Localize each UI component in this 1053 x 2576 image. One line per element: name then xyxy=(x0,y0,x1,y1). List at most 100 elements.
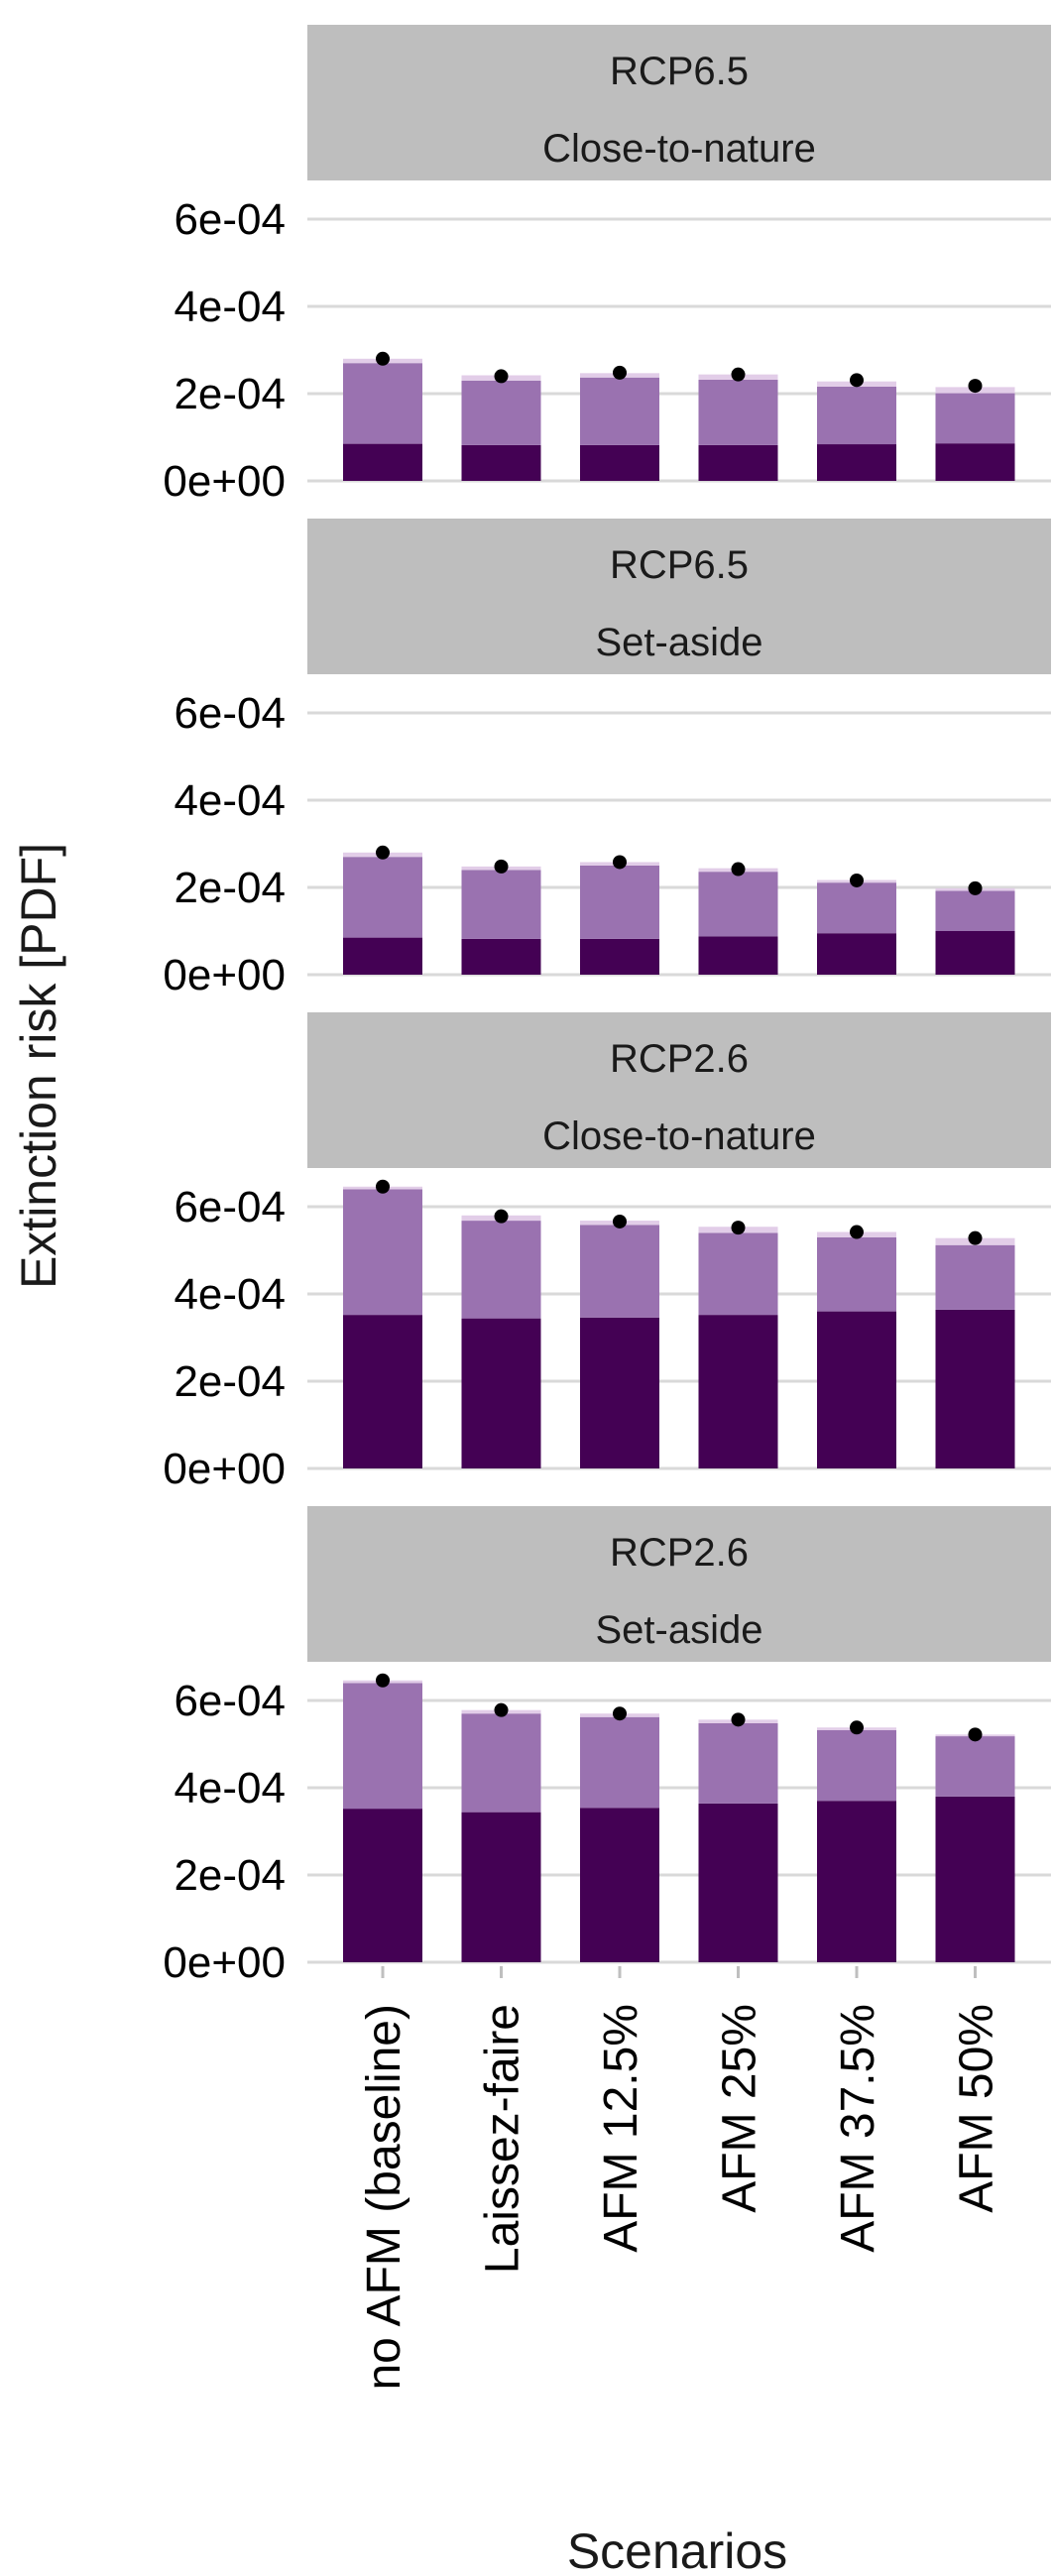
bar-bottom xyxy=(580,1808,659,1962)
y-tick-label: 6e-04 xyxy=(174,195,286,244)
data-point xyxy=(731,1712,746,1727)
data-point xyxy=(731,1221,746,1235)
bar-stack-2 xyxy=(461,375,541,481)
y-tick-label: 4e-04 xyxy=(174,1764,286,1813)
panel-strip xyxy=(307,25,1051,180)
data-point xyxy=(376,351,390,366)
bar-stack-1 xyxy=(343,358,422,481)
bar-middle xyxy=(935,1736,1015,1797)
bar-bottom xyxy=(461,1318,541,1468)
y-tick-label: 0e+00 xyxy=(163,1938,286,1987)
bar-stack-1 xyxy=(343,852,422,975)
x-axis: no AFM (baseline) Laissez-faire AFM 12.5% A… xyxy=(358,1966,1003,2391)
data-point xyxy=(850,873,864,887)
bar-middle xyxy=(817,386,896,445)
x-tick-label: AFM 37.5% xyxy=(832,2004,884,2253)
bar-stack-2 xyxy=(461,1215,541,1468)
x-axis-title: Scenarios xyxy=(567,2523,787,2576)
panel-2: RCP6.5 Set-aside 0e+00 2e-04 4e-04 6e-04 xyxy=(163,519,1051,999)
bar-bottom xyxy=(343,1809,422,1962)
strip-label-1: RCP6.5 xyxy=(610,50,749,93)
bar-middle xyxy=(935,1244,1015,1310)
bar-middle xyxy=(698,1232,778,1316)
bar-middle xyxy=(343,1189,422,1316)
bar-middle xyxy=(343,857,422,938)
bar-middle xyxy=(461,870,541,939)
bar-stack-3 xyxy=(580,862,659,975)
bar-middle xyxy=(698,872,778,937)
bar-bottom xyxy=(698,936,778,975)
bar-middle xyxy=(580,1716,659,1809)
data-point xyxy=(494,1702,509,1717)
bar-stack-5 xyxy=(817,381,896,481)
bar-bottom xyxy=(698,1315,778,1468)
bar-bottom xyxy=(935,443,1015,481)
data-point xyxy=(968,880,983,895)
y-tick-label: 6e-04 xyxy=(174,689,286,738)
bar-stack-2 xyxy=(461,866,541,975)
bar-middle xyxy=(935,890,1015,931)
bar-stack-4 xyxy=(698,1227,778,1468)
x-tick-label: AFM 12.5% xyxy=(595,2004,647,2253)
bar-bottom xyxy=(343,443,422,481)
bar-bottom xyxy=(935,1309,1015,1468)
data-point xyxy=(968,1230,983,1245)
y-axis-title: Extinction risk [PDF] xyxy=(11,843,66,1289)
bar-bottom xyxy=(935,931,1015,975)
y-tick-label: 0e+00 xyxy=(163,457,286,506)
x-tick-label: AFM 25% xyxy=(714,2004,766,2213)
data-point xyxy=(613,855,627,870)
data-point xyxy=(850,1720,864,1735)
bar-stack-2 xyxy=(461,1709,541,1962)
bar-middle xyxy=(698,379,778,445)
strip-label-2: Close-to-nature xyxy=(542,1114,816,1158)
bar-stack-5 xyxy=(817,1727,896,1962)
y-tick-label: 0e+00 xyxy=(163,1445,286,1493)
data-point xyxy=(494,369,509,384)
strip-label-2: Close-to-nature xyxy=(542,127,816,171)
bar-bottom xyxy=(817,444,896,481)
data-point xyxy=(494,1209,509,1224)
bar-bottom xyxy=(698,444,778,481)
data-point xyxy=(731,862,746,877)
data-point xyxy=(376,845,390,860)
bar-bottom xyxy=(580,444,659,481)
bar-stack-6 xyxy=(935,887,1015,975)
data-point xyxy=(968,1727,983,1742)
y-tick-label: 4e-04 xyxy=(174,1270,286,1319)
y-tick-label: 2e-04 xyxy=(174,370,286,418)
data-point xyxy=(850,373,864,388)
panel-strip xyxy=(307,1012,1051,1168)
bar-bottom xyxy=(343,1315,422,1468)
bar-bottom xyxy=(461,444,541,481)
y-tick-label: 2e-04 xyxy=(174,1357,286,1406)
y-tick-label: 4e-04 xyxy=(174,283,286,331)
data-point xyxy=(376,1179,390,1194)
panel-strip xyxy=(307,519,1051,674)
strip-label-1: RCP6.5 xyxy=(610,543,749,587)
bar-bottom xyxy=(935,1796,1015,1962)
bar-middle xyxy=(461,1221,541,1319)
x-tick-label: Laissez-faire xyxy=(477,2004,529,2274)
bar-stack-1 xyxy=(343,1680,422,1962)
panel-3: RCP2.6 Close-to-nature 0e+00 2e-04 4e-04 6e-0… xyxy=(163,1012,1051,1493)
data-point xyxy=(613,1706,627,1721)
bar-stack-6 xyxy=(935,387,1015,481)
bar-stack-3 xyxy=(580,1221,659,1468)
bar-bottom xyxy=(698,1803,778,1962)
data-point xyxy=(613,365,627,380)
strip-label-1: RCP2.6 xyxy=(610,1037,749,1081)
bar-bottom xyxy=(580,938,659,975)
bar-bottom xyxy=(343,937,422,975)
y-tick-label: 0e+00 xyxy=(163,951,286,999)
bar-middle xyxy=(817,1236,896,1312)
bar-middle xyxy=(461,380,541,445)
bar-stack-6 xyxy=(935,1734,1015,1962)
bar-bottom xyxy=(461,938,541,975)
bar-stack-4 xyxy=(698,1719,778,1962)
x-tick-label: AFM 50% xyxy=(951,2004,1003,2213)
bar-middle xyxy=(580,377,659,445)
data-point xyxy=(850,1225,864,1239)
bar-stack-4 xyxy=(698,374,778,481)
